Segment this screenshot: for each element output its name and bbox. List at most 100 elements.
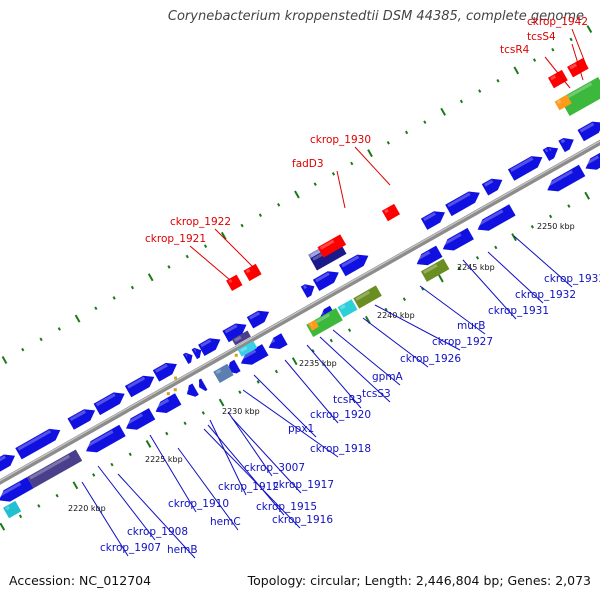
gene-label-ckrop_3007: ckrop_3007: [244, 462, 305, 474]
forward-gene-7-shine: [200, 339, 212, 348]
feature-cyan-left: [3, 500, 22, 519]
feature-olive-murB: [420, 258, 450, 282]
feature-cyan-2-shine: [240, 346, 248, 353]
tick-inner-15: [256, 380, 260, 384]
feature-purple-small-shine: [234, 335, 242, 342]
leader-line-tcss3: [319, 336, 391, 403]
gene-label-murb: murB: [457, 320, 485, 332]
tick-outer-19: [258, 213, 262, 217]
tick-inner-3: [37, 504, 41, 508]
small-marker-1: [166, 392, 170, 396]
forward-gene-18-shine: [560, 138, 566, 144]
forward-gene-8-shine: [224, 324, 238, 334]
tick-inner-9: [145, 439, 152, 448]
tick-outer-24: [350, 161, 354, 166]
leader-line-ckrop_1942: [571, 28, 587, 66]
tick-outer-37: [586, 25, 593, 34]
tick-outer-34: [532, 58, 537, 62]
rna-gene-2: [243, 263, 262, 282]
tick-outer-17: [220, 231, 227, 240]
tick-inner-2: [18, 514, 23, 519]
reverse-gene-11: [416, 245, 443, 266]
tick-outer-36: [569, 37, 573, 42]
rna-gene-6: [567, 58, 589, 78]
gene-label-tcss4: tcsS4: [527, 31, 556, 43]
rna-gene-2-shine: [245, 268, 251, 274]
feature-orange-tcsR4: [554, 94, 572, 111]
tick-outer-26: [386, 141, 390, 145]
gene-label-ckrop_1930: ckrop_1930: [310, 134, 371, 146]
tick-inner-29: [511, 233, 517, 242]
forward-gene-13: [420, 211, 445, 230]
tick-inner-12: [201, 411, 205, 415]
forward-gene-14-shine: [447, 192, 471, 208]
feature-green-tcsR4-shine: [562, 82, 593, 102]
reverse-gene-4-shine: [154, 398, 170, 409]
tick-outer-9: [74, 314, 81, 323]
gene-label-ckrop_1912: ckrop_1912: [218, 481, 279, 493]
forward-gene-9-shine: [249, 311, 261, 320]
tick-outer-10: [94, 306, 98, 311]
accession-text: Accession: NC_012704: [9, 573, 152, 588]
tick-inner-14: [238, 390, 242, 395]
tick-outer-12: [130, 285, 135, 290]
leader-line-ckrop_1915: [207, 424, 285, 516]
map-title: Corynebacterium kroppenstedtii DSM 44385…: [167, 9, 584, 24]
tick-inner-23: [402, 297, 407, 301]
leader-line-ckrop_1926: [362, 317, 429, 368]
tick-inner-8: [128, 452, 132, 457]
tick-inner-11: [183, 421, 187, 426]
tick-outer-21: [294, 190, 300, 199]
scale-label-3: 2230 kbp: [222, 407, 260, 416]
forward-gene-1-shine: [0, 455, 6, 462]
tick-outer-6: [21, 347, 25, 352]
gene-label-ckrop_1942: ckrop_1942: [527, 16, 588, 28]
rna-gene-6-shine: [569, 63, 577, 70]
leader-line-ckrop_1922: [214, 228, 259, 273]
tick-inner-13: [218, 398, 225, 407]
reverse-gene-3-shine: [125, 413, 143, 426]
leader-line-ckrop_1921: [189, 245, 231, 281]
forward-gene-6-shine: [155, 363, 168, 373]
forward-gene-3-shine: [69, 410, 86, 421]
reverse-gene-6-shine: [198, 381, 200, 384]
forward-gene-16: [507, 156, 543, 181]
forward-gene-19: [577, 121, 600, 142]
reverse-gene-14-shine: [546, 170, 573, 187]
forward-gene-2-shine: [17, 429, 52, 451]
leader-line-ckrop_3007: [227, 411, 273, 477]
tick-outer-7: [39, 337, 43, 342]
leader-line-ckrop_1918: [242, 389, 339, 458]
gene-label-ckrop_1908: ckrop_1908: [127, 526, 188, 538]
gene-label-ckrop_1907: ckrop_1907: [100, 542, 161, 554]
gene-label-ckrop_1927: ckrop_1927: [432, 336, 493, 348]
gene-label-tcsr3: tcsR3: [333, 394, 362, 406]
forward-gene-5: [124, 375, 155, 398]
tick-outer-25: [367, 149, 373, 158]
forward-small-gene-3: [546, 147, 557, 159]
leader-line-tcsr4: [544, 56, 571, 89]
tick-inner-27: [475, 256, 480, 260]
feature-olive-murB-shine: [423, 263, 438, 274]
reverse-gene-9-shine: [267, 338, 276, 345]
gene-label-hemc: hemC: [210, 516, 241, 528]
tick-inner-5: [72, 481, 79, 490]
gene-label-fadd3: fadD3: [292, 158, 324, 170]
forward-gene-18: [558, 138, 574, 153]
feature-ckrop-1908-block: [27, 449, 83, 489]
feature-cyan-2: [237, 340, 258, 357]
forward-gene-2: [15, 428, 61, 460]
forward-gene-1: [0, 454, 15, 472]
reverse-gene-8-shine: [239, 349, 257, 361]
gene-label-tcss3: tcsS3: [362, 388, 391, 400]
reverse-gene-1: [0, 477, 34, 502]
leader-line-ckrop_1907: [81, 481, 129, 557]
feature-orange-tcsR4-shine: [556, 99, 562, 105]
reverse-gene-13: [477, 204, 516, 231]
forward-gene-15-shine: [484, 179, 494, 187]
gene-label-ckrop_1933: ckrop_1933: [544, 273, 600, 285]
forward-gene-4-shine: [95, 393, 116, 407]
tick-outer-31: [478, 89, 482, 93]
